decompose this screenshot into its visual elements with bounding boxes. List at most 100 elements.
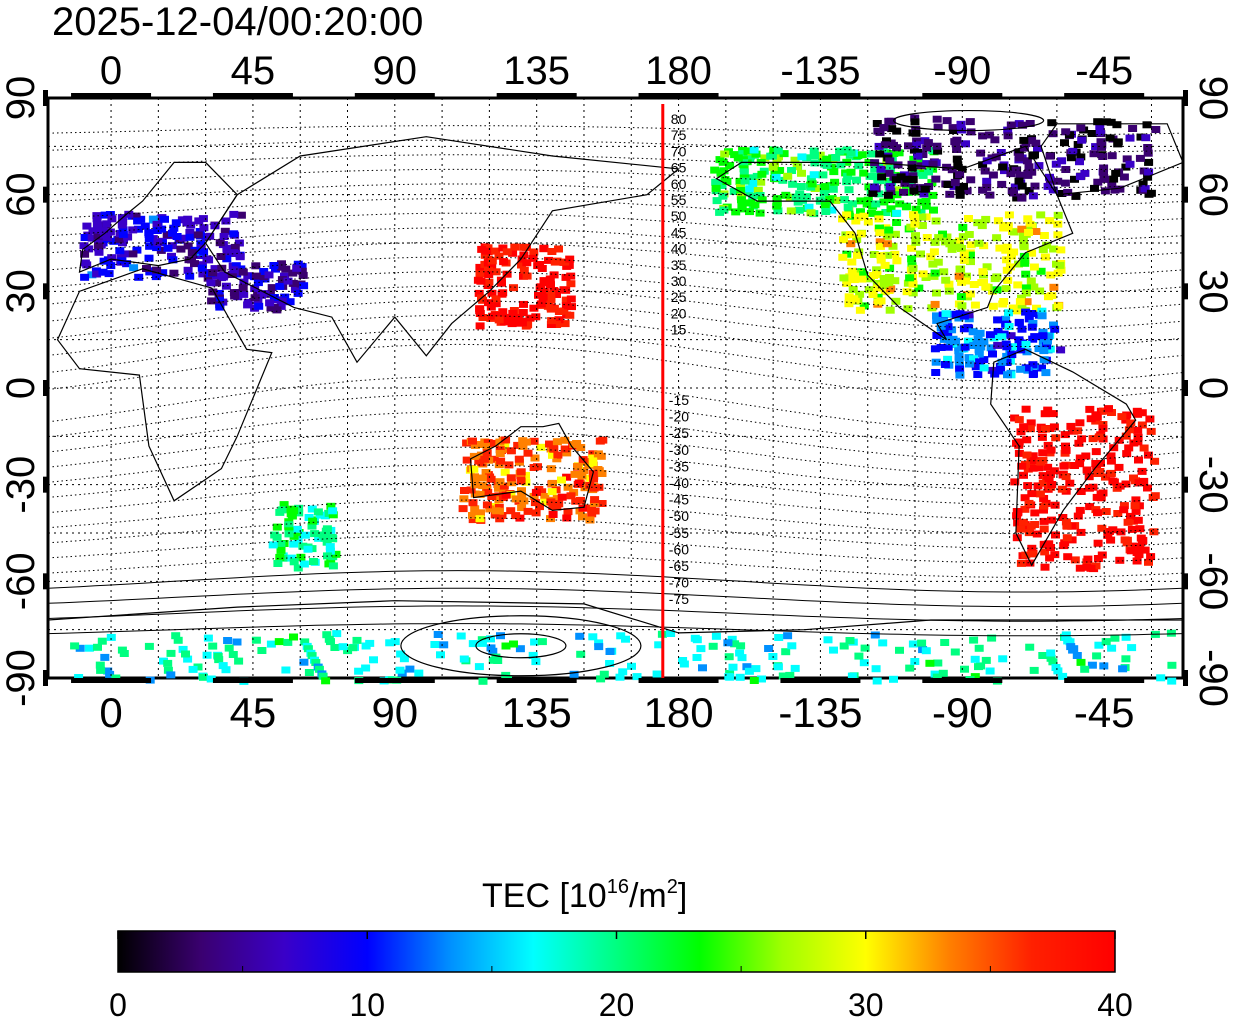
tec-pixel: [547, 317, 557, 325]
tec-pixel: [605, 660, 615, 667]
tec-pixel: [103, 234, 112, 241]
tec-pixel: [152, 244, 162, 252]
tec-pixel: [498, 244, 508, 252]
tec-pixel: [405, 665, 415, 673]
tec-pixel: [1036, 211, 1046, 219]
tec-pixel: [221, 282, 231, 290]
tec-pixel: [1062, 522, 1072, 530]
tec-pixel: [969, 281, 979, 288]
tec-pixel: [539, 288, 549, 296]
tec-pixel: [107, 254, 117, 262]
tec-pixel: [546, 305, 556, 313]
tec-pixel: [272, 523, 282, 531]
tec-pixel: [786, 207, 796, 215]
tec-pixel: [1036, 458, 1046, 466]
tec-pixel: [979, 364, 989, 372]
tec-pixel: [589, 500, 599, 507]
frame-segment: [43, 573, 48, 590]
tec-pixel: [847, 672, 857, 680]
tec-pixel: [475, 490, 485, 498]
tec-pixel: [910, 118, 920, 126]
magnetic-contour: [47, 300, 1184, 348]
contour-label: 65: [671, 160, 687, 176]
tec-pixel: [985, 667, 995, 675]
tec-pixel: [932, 115, 942, 123]
tec-pixel: [578, 504, 588, 512]
tec-pixel: [964, 231, 974, 238]
tec-pixel: [946, 338, 956, 346]
tec-pixel: [1027, 222, 1037, 230]
tec-pixel: [788, 180, 798, 188]
tec-pixel: [965, 251, 975, 259]
tec-pixel: [462, 439, 472, 447]
tec-pixel: [144, 235, 154, 243]
tec-pixel: [500, 441, 510, 449]
tec-pixel: [876, 297, 886, 305]
tec-pixel: [199, 248, 209, 256]
tec-pixel: [914, 284, 924, 292]
tec-pixel: [495, 515, 505, 523]
tec-pixel: [902, 175, 912, 183]
tec-pixel: [632, 673, 642, 681]
tec-pixel: [230, 243, 240, 251]
tec-pixel: [880, 261, 890, 269]
tec-pixel: [1110, 186, 1120, 194]
tec-pixel: [1053, 220, 1063, 228]
contour-label: 25: [671, 289, 687, 305]
tec-pixel: [1019, 252, 1029, 260]
tec-pixel: [998, 163, 1008, 171]
tec-pixel: [1127, 525, 1137, 533]
tec-pixel: [1086, 415, 1096, 423]
tec-pixel: [1004, 211, 1014, 219]
tec-pixel: [1024, 315, 1034, 323]
contour-label: -30: [669, 442, 689, 458]
bottom-tick-label: -45: [1074, 689, 1135, 736]
coastline: [990, 348, 1137, 567]
tec-pixel: [822, 155, 832, 163]
tec-pixel: [956, 265, 966, 273]
tec-pixel: [916, 250, 925, 258]
tec-pixel: [1023, 465, 1033, 473]
tec-pixel: [269, 262, 279, 269]
tec-pixel: [148, 215, 158, 223]
tec-pixel: [1040, 540, 1050, 548]
tec-pixel: [993, 316, 1003, 324]
tec-pixel: [523, 321, 533, 329]
tec-pixel: [573, 462, 583, 470]
magnetic-contour: [47, 482, 1184, 520]
tec-pixel: [530, 454, 540, 462]
tec-pixel: [1056, 346, 1066, 354]
colorbar-tick-label: 30: [848, 987, 884, 1021]
map-panel: [43, 90, 1188, 686]
tec-pixel: [508, 249, 518, 257]
tec-pixel: [966, 128, 976, 136]
tec-pixel: [1002, 256, 1012, 264]
tec-pixel: [908, 172, 918, 180]
tec-pixel: [835, 147, 845, 155]
tec-pixel: [1017, 225, 1027, 233]
frame-segment: [638, 93, 719, 98]
tec-pixel: [495, 450, 505, 457]
tec-pixel: [1019, 423, 1029, 431]
tec-pixel: [1082, 466, 1092, 474]
tec-pixel: [310, 530, 320, 538]
tec-pixel: [511, 495, 521, 503]
tec-pixel: [1068, 147, 1078, 155]
tec-pixel: [820, 201, 830, 209]
tec-pixel: [931, 358, 941, 366]
colorbar-tick-label: 10: [349, 987, 385, 1021]
tec-pixel: [474, 663, 484, 671]
tec-pixel: [1039, 232, 1049, 239]
tec-pixel: [932, 289, 941, 297]
tec-pixel: [1068, 646, 1078, 654]
tec-pixel: [283, 638, 293, 646]
tec-pixel: [842, 211, 852, 219]
tec-pixel: [1014, 153, 1024, 161]
tec-pixel: [1122, 539, 1132, 547]
tec-pixel: [498, 289, 508, 297]
tec-pixel: [943, 323, 953, 331]
tec-pixel: [1040, 410, 1050, 418]
tec-pixel: [903, 305, 913, 313]
tec-pixel: [1038, 246, 1048, 254]
tec-pixel: [792, 163, 802, 171]
